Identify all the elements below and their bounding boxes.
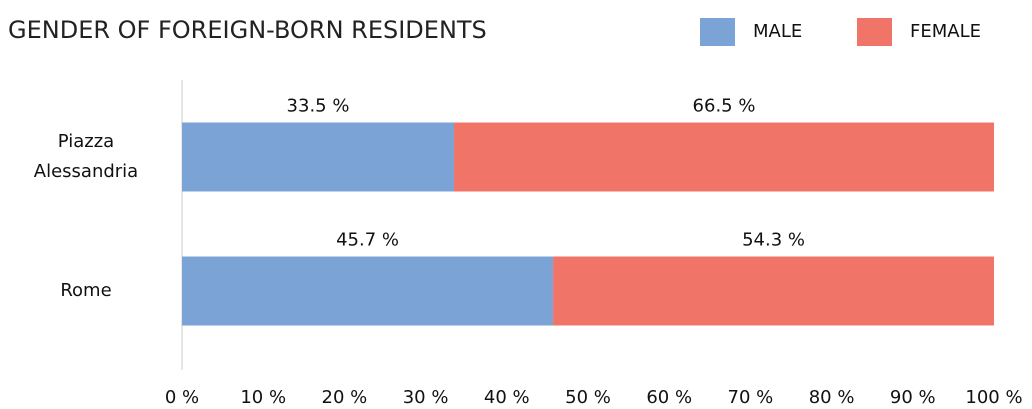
value-label: 33.5 % — [287, 96, 350, 117]
bar-segment — [454, 122, 994, 192]
legend-swatch — [857, 18, 892, 46]
bar-segment — [182, 256, 554, 326]
chart-title: GENDER OF FOREIGN-BORN RESIDENTS — [8, 16, 487, 44]
x-tick-label: 40 % — [484, 387, 530, 408]
y-tick-label: Rome — [60, 280, 111, 301]
bar-segment — [553, 256, 994, 326]
x-tick-label: 80 % — [809, 387, 855, 408]
value-label: 45.7 % — [336, 230, 399, 251]
x-tick-label: 0 % — [165, 387, 199, 408]
bar-segment — [182, 122, 455, 192]
x-tick-label: 20 % — [322, 387, 368, 408]
value-label: 54.3 % — [742, 230, 805, 251]
x-tick-label: 90 % — [890, 387, 936, 408]
y-tick-label: Piazza Alessandria — [34, 131, 138, 182]
x-tick-label: 10 % — [240, 387, 286, 408]
x-tick-label: 30 % — [403, 387, 449, 408]
value-label: 66.5 % — [693, 96, 756, 117]
x-tick-label: 60 % — [646, 387, 692, 408]
x-tick-label: 70 % — [728, 387, 774, 408]
x-tick-label: 50 % — [565, 387, 611, 408]
x-tick-label: 100 % — [965, 387, 1022, 408]
legend-swatch — [700, 18, 735, 46]
legend-label: FEMALE — [910, 21, 981, 42]
legend-label: MALE — [753, 21, 802, 42]
